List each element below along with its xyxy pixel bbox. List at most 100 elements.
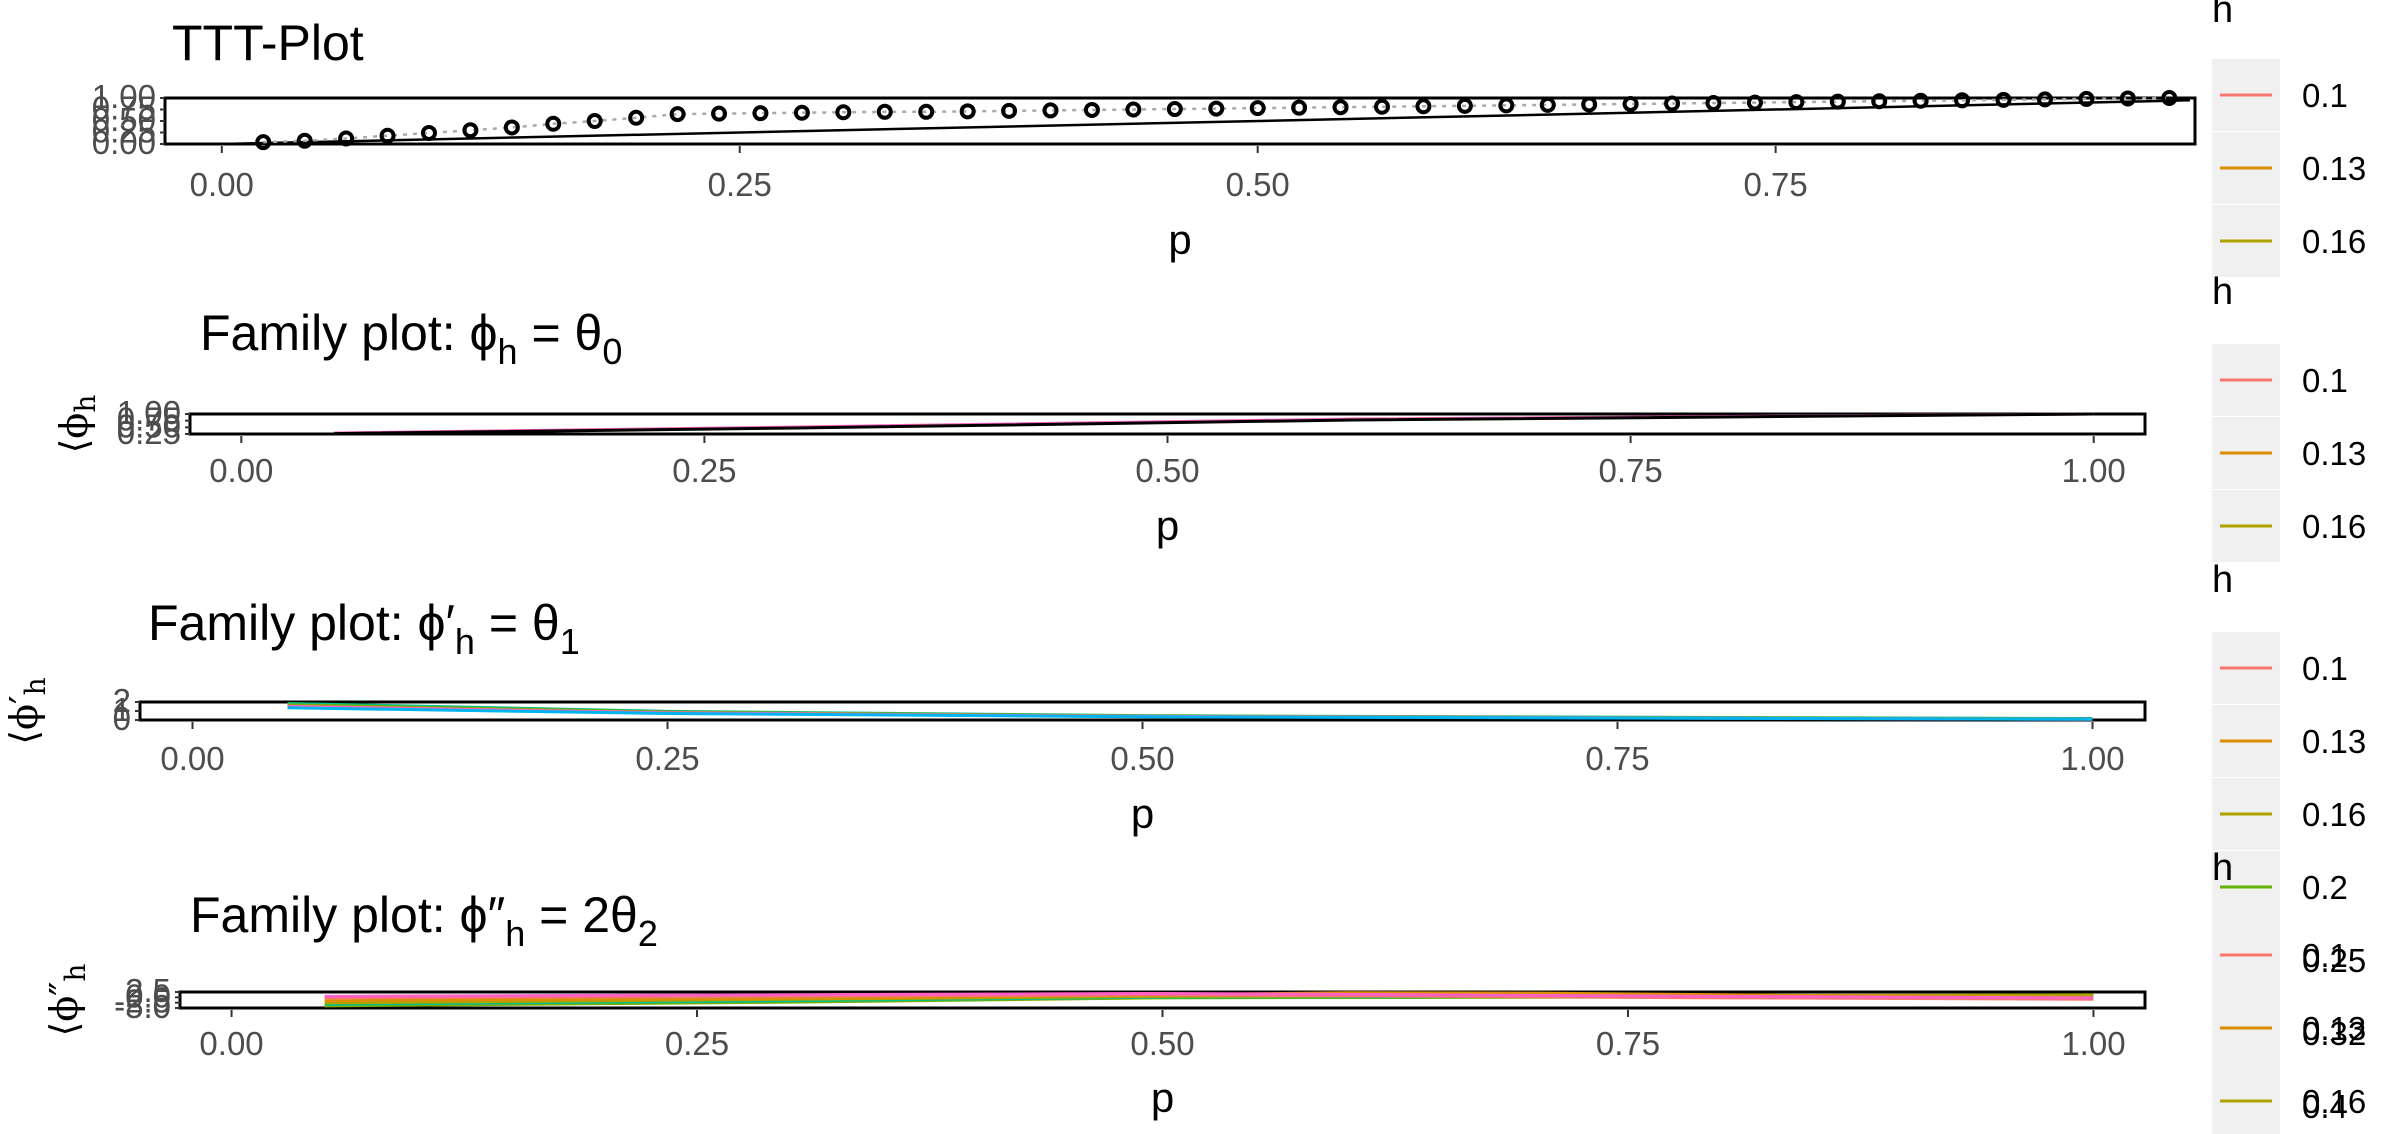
x-tick-label: 0.00 — [209, 452, 273, 489]
legend-title: h — [2212, 271, 2233, 313]
y-axis-label: ⟨ϕ′h — [2, 677, 52, 744]
title-lhs: ϕ — [470, 305, 498, 361]
y-tick-label: 0.00 — [92, 124, 156, 161]
title-lhs-sub: h — [498, 331, 518, 372]
y-tick-label: 0.25 — [117, 414, 181, 451]
x-tick-label: 1.00 — [2060, 740, 2124, 777]
ttt-point — [1664, 95, 1681, 112]
title-prefix: Family plot: — [200, 305, 470, 361]
title-lhs-sub: h — [505, 913, 525, 954]
y-axis-title: ⟨ϕ′h — [2, 677, 52, 744]
title-prefix: Family plot: — [148, 595, 418, 651]
ttt-point — [586, 113, 603, 129]
legend-label: 0.4 — [2302, 1088, 2348, 1125]
y-tick-label: 1 — [113, 691, 131, 728]
ttt-point — [1291, 99, 1308, 116]
legend-label: 0.1 — [2302, 937, 2348, 974]
x-tick-label: 0.00 — [199, 1025, 263, 1062]
ttt-point — [2078, 90, 2095, 107]
y-tick-label: 0.75 — [92, 90, 156, 127]
title-rhs-sub: 2 — [638, 913, 658, 954]
x-axis-title: p — [1131, 790, 1154, 837]
y-tick-label: -2.5 — [114, 983, 171, 1020]
legend-label: 0.25 — [2302, 942, 2366, 979]
y-tick-label: 2 — [113, 682, 131, 719]
y-axis-symbol: ϕ′ — [2, 695, 46, 730]
ttt-point — [752, 105, 769, 122]
x-tick-label: 0.50 — [1135, 452, 1199, 489]
y-tick-label: 0.50 — [117, 407, 181, 444]
y-tick-label: 0.50 — [92, 101, 156, 138]
series-line — [324, 991, 2094, 1000]
ttt-point — [2161, 90, 2178, 106]
chart-title: Family plot: ϕ″h = 2θ2 — [190, 887, 658, 954]
legend-label: 0.16 — [2302, 508, 2366, 545]
x-tick-label: 0.25 — [708, 166, 772, 203]
title-equals: = — [525, 887, 582, 943]
x-tick-label: 0.00 — [190, 166, 254, 203]
y-axis-label: ⟨ϕ″h — [42, 964, 92, 1037]
y-tick-label: 0.0 — [125, 977, 171, 1014]
y-tick-label: 2.5 — [125, 972, 171, 1009]
ttt-point — [338, 130, 355, 147]
legend-label: 0.13 — [2302, 435, 2366, 472]
x-tick-label: 0.00 — [160, 740, 224, 777]
ttt-point — [1746, 94, 1763, 111]
y-tick-label: -5.0 — [114, 988, 171, 1025]
title-rhs: θ — [575, 305, 603, 361]
series-line — [287, 706, 2093, 721]
y-axis-title: ⟨ϕh — [52, 395, 102, 454]
title-equals: = — [518, 305, 575, 361]
chart-title: Family plot: ϕh = θ0 — [200, 305, 622, 372]
ttt-point — [959, 103, 976, 120]
y-axis-sub: h — [69, 395, 102, 413]
legend-label: 0.13 — [2302, 1010, 2366, 1047]
title-rhs-sub: 1 — [560, 621, 580, 662]
ttt-point — [1498, 97, 1515, 114]
x-tick-label: 0.25 — [635, 740, 699, 777]
ttt-point — [420, 124, 437, 141]
y-tick-label: 0.75 — [117, 401, 181, 438]
ttt-point — [1415, 98, 1432, 115]
ttt-point — [876, 103, 893, 120]
title-rhs: θ — [532, 595, 560, 651]
x-tick-label: 0.50 — [1226, 166, 1290, 203]
ttt-point — [296, 132, 313, 149]
y-axis-title: ⟨ϕ″h — [42, 964, 92, 1037]
ttt-point — [1705, 95, 1722, 112]
ttt-point — [835, 104, 852, 121]
title-rhs: θ — [610, 887, 638, 943]
ttt-point — [918, 103, 935, 120]
ttt-point — [1332, 99, 1349, 116]
y-tick-label: 1.00 — [92, 78, 156, 115]
ttt-point — [1374, 98, 1390, 115]
ttt-point — [1125, 101, 1142, 118]
ttt-point — [2119, 90, 2136, 107]
legend-label: 0.2 — [2302, 869, 2348, 906]
legend-label: 0.16 — [2302, 796, 2366, 833]
ttt-point — [1456, 97, 1473, 114]
ttt-point — [1622, 95, 1639, 112]
legend-label: 0.13 — [2302, 150, 2366, 187]
title-rhs-sub: 0 — [602, 331, 622, 372]
ttt-point — [1788, 94, 1805, 111]
title-rhs-coef: 2 — [582, 887, 610, 943]
legend-label: 0.1 — [2302, 77, 2348, 114]
chart-title: Family plot: ϕ′h = θ1 — [148, 595, 580, 662]
ttt-point — [1001, 102, 1018, 119]
x-tick-label: 0.50 — [1130, 1025, 1194, 1062]
ttt-point — [2036, 91, 2053, 108]
x-axis-title: p — [1151, 1074, 1174, 1121]
y-axis-bracket: ⟨ — [2, 730, 46, 745]
legend-title: h — [2212, 559, 2233, 601]
ttt-point — [1995, 91, 2012, 108]
legend-label: 0.1 — [2302, 650, 2348, 687]
ttt-point — [711, 105, 728, 122]
ttt-point — [545, 115, 562, 132]
ttt-point — [1871, 93, 1888, 110]
x-tick-label: 1.00 — [2062, 452, 2126, 489]
y-tick-label: 1.00 — [117, 394, 181, 431]
y-axis-symbol: ϕ″ — [42, 982, 86, 1022]
ttt-point — [1042, 102, 1059, 119]
